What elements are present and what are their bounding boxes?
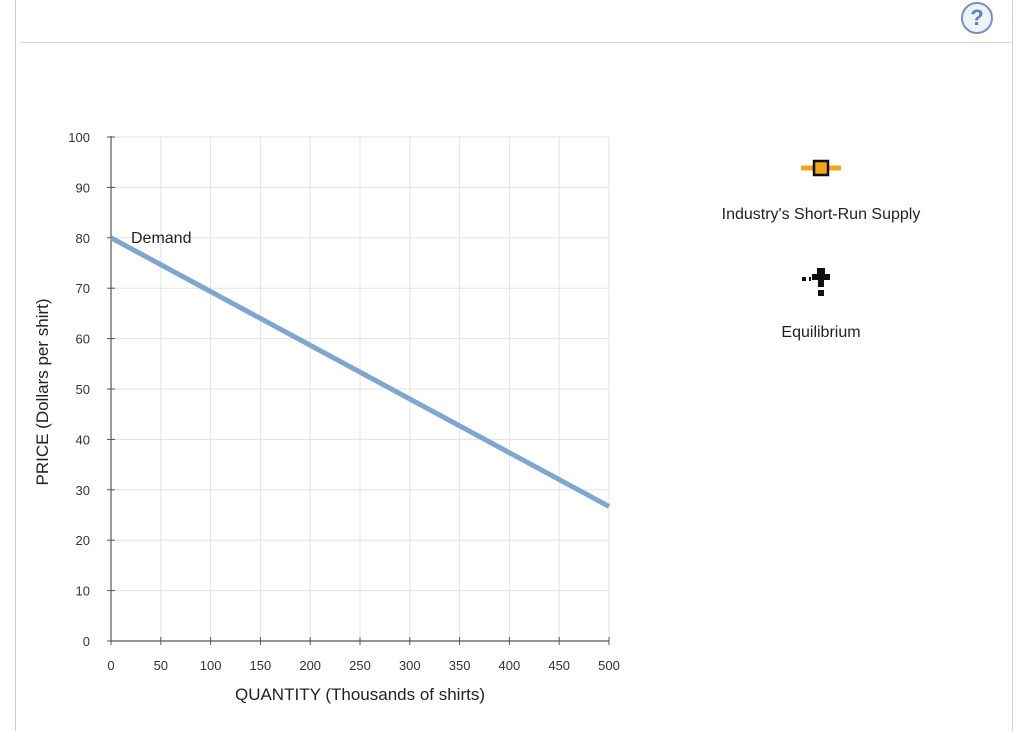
x-tick-label: 250 bbox=[349, 658, 371, 673]
orange-square-line-icon bbox=[801, 159, 841, 177]
y-tick-label: 100 bbox=[68, 130, 90, 145]
demand-curve[interactable] bbox=[109, 235, 611, 509]
y-tick-label: 30 bbox=[76, 483, 90, 498]
y-axis-ticks: 0 10 20 30 40 50 60 70 80 90 100 bbox=[68, 130, 115, 649]
y-tick-label: 70 bbox=[76, 281, 90, 296]
y-tick-label: 20 bbox=[76, 533, 90, 548]
x-axis-title: QUANTITY (Thousands of shirts) bbox=[235, 685, 485, 704]
y-axis-title: PRICE (Dollars per shirt) bbox=[33, 298, 52, 485]
x-tick-label: 500 bbox=[598, 658, 620, 673]
legend-label-supply: Industry's Short-Run Supply bbox=[721, 206, 921, 223]
help-button[interactable]: ? bbox=[961, 2, 993, 34]
chart-panel bbox=[15, 0, 1013, 731]
series-layer[interactable]: Demand bbox=[109, 230, 611, 509]
y-tick-label: 0 bbox=[83, 634, 90, 649]
y-tick-label: 10 bbox=[76, 584, 90, 599]
x-tick-label: 450 bbox=[548, 658, 570, 673]
x-tick-label: 350 bbox=[449, 658, 471, 673]
legend-item-supply[interactable]: Industry's Short-Run Supply bbox=[681, 156, 961, 224]
grid bbox=[111, 136, 610, 641]
y-tick-label: 80 bbox=[76, 231, 90, 246]
x-tick-label: 300 bbox=[399, 658, 421, 673]
x-tick-label: 50 bbox=[154, 658, 168, 673]
x-tick-label: 100 bbox=[200, 658, 222, 673]
header-divider bbox=[20, 42, 1012, 43]
x-axis-ticks: 0 50 100 150 200 250 300 350 400 450 500 bbox=[107, 637, 620, 673]
legend-label-equilibrium: Equilibrium bbox=[781, 324, 861, 341]
y-tick-label: 40 bbox=[76, 432, 90, 447]
y-tick-label: 90 bbox=[76, 180, 90, 195]
x-tick-label: 0 bbox=[107, 658, 114, 673]
y-tick-label: 50 bbox=[76, 382, 90, 397]
x-tick-label: 200 bbox=[299, 658, 321, 673]
black-plus-icon bbox=[802, 268, 830, 296]
y-tick-label: 60 bbox=[76, 332, 90, 347]
legend-item-equilibrium[interactable]: Equilibrium bbox=[681, 266, 961, 342]
x-tick-label: 150 bbox=[250, 658, 272, 673]
x-tick-label: 400 bbox=[499, 658, 521, 673]
demand-curve-label: Demand bbox=[131, 230, 191, 247]
